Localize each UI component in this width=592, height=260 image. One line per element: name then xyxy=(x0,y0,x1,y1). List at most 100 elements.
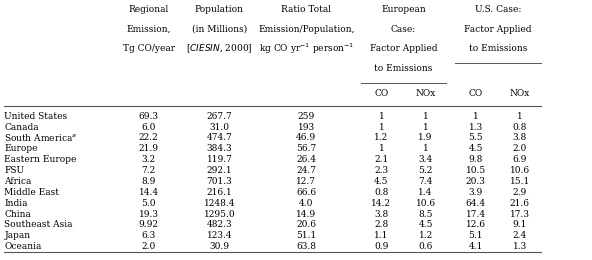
Text: 63.8: 63.8 xyxy=(297,242,316,251)
Text: Population: Population xyxy=(195,5,244,14)
Text: 2.3: 2.3 xyxy=(374,166,388,175)
Text: 7.4: 7.4 xyxy=(419,177,433,186)
Text: 21.9: 21.9 xyxy=(139,144,159,153)
Text: Factor Applied: Factor Applied xyxy=(464,24,532,34)
Text: 21.6: 21.6 xyxy=(510,199,530,208)
Text: 17.3: 17.3 xyxy=(510,210,530,219)
Text: Africa: Africa xyxy=(4,177,32,186)
Text: 1: 1 xyxy=(423,122,429,132)
Text: 5.2: 5.2 xyxy=(419,166,433,175)
Text: 8.9: 8.9 xyxy=(141,177,156,186)
Text: 46.9: 46.9 xyxy=(296,133,316,142)
Text: 267.7: 267.7 xyxy=(207,112,232,121)
Text: to Emissions: to Emissions xyxy=(374,64,433,73)
Text: Oceania: Oceania xyxy=(4,242,41,251)
Text: 123.4: 123.4 xyxy=(207,231,232,240)
Text: 4.5: 4.5 xyxy=(468,144,483,153)
Text: 292.1: 292.1 xyxy=(207,166,232,175)
Text: 6.3: 6.3 xyxy=(141,231,156,240)
Text: 474.7: 474.7 xyxy=(207,133,232,142)
Text: United States: United States xyxy=(4,112,67,121)
Text: 4.1: 4.1 xyxy=(468,242,483,251)
Text: NOx: NOx xyxy=(416,89,436,99)
Text: 1.4: 1.4 xyxy=(419,188,433,197)
Text: 4.5: 4.5 xyxy=(419,220,433,230)
Text: European: European xyxy=(381,5,426,14)
Text: 56.7: 56.7 xyxy=(296,144,317,153)
Text: Emission,: Emission, xyxy=(127,24,171,34)
Text: 3.8: 3.8 xyxy=(374,210,388,219)
Text: Eastern Europe: Eastern Europe xyxy=(4,155,77,164)
Text: CO: CO xyxy=(469,89,483,99)
Text: 5.0: 5.0 xyxy=(141,199,156,208)
Text: 1: 1 xyxy=(423,112,429,121)
Text: 0.8: 0.8 xyxy=(374,188,388,197)
Text: Canada: Canada xyxy=(4,122,39,132)
Text: Factor Applied: Factor Applied xyxy=(370,44,437,54)
Text: 3.2: 3.2 xyxy=(141,155,156,164)
Text: 1: 1 xyxy=(473,112,478,121)
Text: 66.6: 66.6 xyxy=(296,188,316,197)
Text: (in Millions): (in Millions) xyxy=(192,24,247,34)
Text: 22.2: 22.2 xyxy=(139,133,159,142)
Text: South America$^a$: South America$^a$ xyxy=(4,132,78,144)
Text: China: China xyxy=(4,210,31,219)
Text: 1: 1 xyxy=(378,122,384,132)
Text: 12.6: 12.6 xyxy=(466,220,485,230)
Text: 2.0: 2.0 xyxy=(141,242,156,251)
Text: Case:: Case: xyxy=(391,24,416,34)
Text: 19.3: 19.3 xyxy=(139,210,159,219)
Text: Southeast Asia: Southeast Asia xyxy=(4,220,73,230)
Text: 10.6: 10.6 xyxy=(510,166,530,175)
Text: 31.0: 31.0 xyxy=(210,122,230,132)
Text: to Emissions: to Emissions xyxy=(469,44,527,54)
Text: 7.2: 7.2 xyxy=(141,166,156,175)
Text: 0.9: 0.9 xyxy=(374,242,388,251)
Text: 51.1: 51.1 xyxy=(296,231,317,240)
Text: 1: 1 xyxy=(378,112,384,121)
Text: 0.6: 0.6 xyxy=(419,242,433,251)
Text: 14.2: 14.2 xyxy=(371,199,391,208)
Text: U.S. Case:: U.S. Case: xyxy=(475,5,521,14)
Text: 10.5: 10.5 xyxy=(465,166,486,175)
Text: Japan: Japan xyxy=(4,231,30,240)
Text: kg CO yr$^{-1}$ person$^{-1}$: kg CO yr$^{-1}$ person$^{-1}$ xyxy=(259,42,354,56)
Text: 17.4: 17.4 xyxy=(466,210,486,219)
Text: 64.4: 64.4 xyxy=(466,199,486,208)
Text: 2.4: 2.4 xyxy=(513,231,527,240)
Text: 1: 1 xyxy=(378,144,384,153)
Text: 12.7: 12.7 xyxy=(297,177,316,186)
Text: 1.9: 1.9 xyxy=(419,133,433,142)
Text: 1.2: 1.2 xyxy=(374,133,388,142)
Text: 1: 1 xyxy=(423,144,429,153)
Text: 1.1: 1.1 xyxy=(374,231,388,240)
Text: 69.3: 69.3 xyxy=(139,112,159,121)
Text: Tg CO/year: Tg CO/year xyxy=(123,44,175,54)
Text: 14.9: 14.9 xyxy=(296,210,316,219)
Text: 482.3: 482.3 xyxy=(207,220,232,230)
Text: 119.7: 119.7 xyxy=(207,155,232,164)
Text: 20.3: 20.3 xyxy=(466,177,485,186)
Text: 384.3: 384.3 xyxy=(207,144,232,153)
Text: FSU: FSU xyxy=(4,166,24,175)
Text: Middle East: Middle East xyxy=(4,188,59,197)
Text: 4.0: 4.0 xyxy=(299,199,314,208)
Text: [$\it{CIESIN}$, 2000]: [$\it{CIESIN}$, 2000] xyxy=(186,43,253,55)
Text: 1.2: 1.2 xyxy=(419,231,433,240)
Text: NOx: NOx xyxy=(510,89,530,99)
Text: 26.4: 26.4 xyxy=(297,155,316,164)
Text: 193: 193 xyxy=(298,122,315,132)
Text: Emission/Population,: Emission/Population, xyxy=(258,24,355,34)
Text: 259: 259 xyxy=(298,112,315,121)
Text: 701.3: 701.3 xyxy=(207,177,232,186)
Text: 5.1: 5.1 xyxy=(468,231,483,240)
Text: Regional: Regional xyxy=(128,5,169,14)
Text: 10.6: 10.6 xyxy=(416,199,436,208)
Text: Ratio Total: Ratio Total xyxy=(281,5,332,14)
Text: 0.8: 0.8 xyxy=(513,122,527,132)
Text: 1.3: 1.3 xyxy=(469,122,483,132)
Text: 5.5: 5.5 xyxy=(468,133,483,142)
Text: 4.5: 4.5 xyxy=(374,177,389,186)
Text: 24.7: 24.7 xyxy=(297,166,316,175)
Text: 1.3: 1.3 xyxy=(513,242,527,251)
